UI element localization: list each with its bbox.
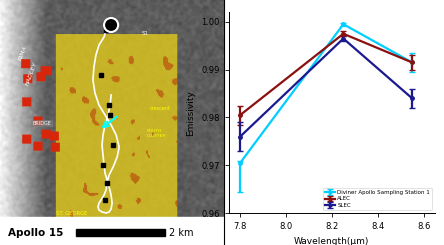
Circle shape <box>104 18 118 32</box>
Legend: Diviner Apollo Sampling Station 1, ALEC, SLEC: Diviner Apollo Sampling Station 1, ALEC,… <box>323 188 432 210</box>
Text: 2 km: 2 km <box>169 228 193 238</box>
Text: Apollo 15: Apollo 15 <box>8 228 63 238</box>
Bar <box>0 217 224 245</box>
Text: RIMA: RIMA <box>18 44 28 61</box>
Y-axis label: Emissivity: Emissivity <box>186 90 195 136</box>
Text: HADLEY: HADLEY <box>25 61 39 86</box>
Text: SOUTH
CLUSTER: SOUTH CLUSTER <box>147 129 166 138</box>
Text: ST. GEORGE: ST. GEORGE <box>56 211 87 216</box>
Text: BRIDGE: BRIDGE <box>32 121 51 126</box>
Bar <box>76 229 165 236</box>
X-axis label: Wavelength(μm): Wavelength(μm) <box>294 237 369 245</box>
Text: crescent: crescent <box>150 106 170 111</box>
Text: S1: S1 <box>141 31 148 36</box>
